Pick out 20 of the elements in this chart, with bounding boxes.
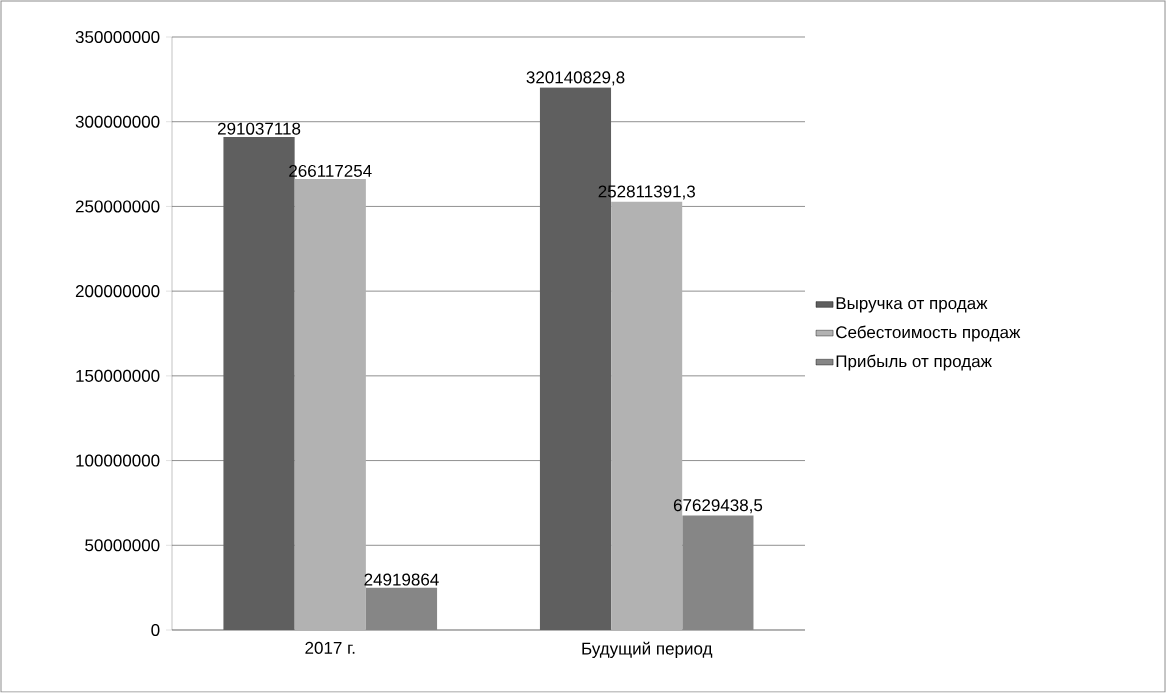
data-label: 320140829,8 [526, 71, 625, 86]
y-tick-label: 250000000 [75, 200, 160, 213]
x-tick-label: Будущий период [582, 641, 713, 659]
data-label: 67629438,5 [673, 499, 763, 514]
y-tick-label: 150000000 [76, 369, 160, 382]
y-tick-label: 300000000 [75, 115, 160, 128]
legend-label: Выручка от продаж [836, 297, 988, 313]
x-tick-label: 2017 г. [305, 641, 355, 654]
y-tick-label: 50000000 [85, 539, 160, 552]
y-tick-label: 100000000 [76, 454, 160, 467]
bar [682, 515, 754, 630]
y-tick-label: 200000000 [75, 285, 160, 298]
data-label: 24919864 [364, 573, 439, 586]
y-tick-label: 0 [151, 623, 160, 637]
y-tick-label: 350000000 [75, 30, 160, 44]
data-label: 291037118 [217, 122, 301, 135]
legend-label: Прибыль от продаж [836, 354, 992, 371]
bar [365, 587, 438, 630]
bar [294, 179, 366, 630]
legend-label: Себестоимость продаж [836, 325, 1021, 342]
